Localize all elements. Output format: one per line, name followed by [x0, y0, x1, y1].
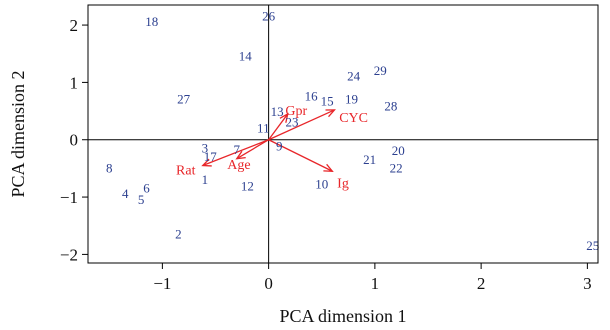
arrowhead [325, 109, 336, 118]
observation-label: 23 [286, 115, 299, 130]
observation-label: 18 [145, 14, 158, 29]
y-axis-ticks: −2 −1 0 1 2 [60, 16, 88, 264]
variable-arrow-ig [268, 139, 333, 172]
y-tick-label: 0 [70, 131, 79, 150]
variable-label-rat: Rat [176, 164, 196, 179]
observation-label: 4 [122, 186, 129, 201]
observation-label: 6 [143, 180, 150, 195]
x-tick-label: −1 [153, 274, 171, 293]
observation-label: 14 [239, 49, 253, 64]
plot-frame [87, 4, 599, 264]
observation-label: 17 [204, 149, 218, 164]
observation-label: 16 [305, 89, 319, 104]
observation-label: 26 [262, 8, 276, 23]
variable-arrow-cyc [268, 109, 335, 141]
observation-label: 24 [347, 69, 361, 84]
x-tick-label: 3 [583, 274, 592, 293]
variable-arrow-rat [202, 139, 269, 167]
observation-label: 9 [276, 139, 283, 154]
observation-label: 5 [138, 192, 145, 207]
x-tick-label: 0 [264, 274, 273, 293]
observation-label: 7 [234, 142, 241, 157]
observation-label: 28 [384, 98, 397, 113]
observation-label: 25 [586, 238, 599, 253]
observation-label: 13 [271, 104, 284, 119]
observation-label: 29 [374, 63, 387, 78]
arrowhead [323, 163, 334, 172]
x-axis-title: PCA dimension 1 [279, 306, 406, 326]
y-axis-title: PCA dimension 2 [8, 70, 28, 197]
observation-label: 11 [257, 120, 270, 135]
variable-label-ig: Ig [337, 177, 349, 192]
y-tick-label: 2 [70, 16, 79, 35]
observation-label: 19 [345, 92, 358, 107]
y-tick-label: −2 [60, 245, 78, 264]
x-axis-ticks: −1 0 1 2 3 [153, 263, 592, 293]
observation-label: 15 [321, 93, 334, 108]
observation-label: 1 [202, 172, 209, 187]
variable-label-cyc: CYC [339, 111, 368, 126]
arrowhead [235, 150, 246, 160]
observation-label: 3 [202, 140, 209, 155]
variable-arrow-gpr [268, 113, 289, 141]
observation-label: 8 [106, 160, 113, 175]
y-tick-label: 1 [70, 73, 79, 92]
arrowhead [201, 158, 212, 167]
observation-label: 22 [390, 160, 403, 175]
arrowhead [279, 112, 289, 123]
observation-label: 10 [315, 176, 328, 191]
zero-lines [88, 5, 598, 263]
observation-label: 2 [175, 226, 182, 241]
variable-label-gpr: Gpr [285, 104, 307, 119]
observation-label: 21 [363, 152, 376, 167]
variable-arrow-age [236, 139, 269, 160]
observation-label: 12 [241, 179, 254, 194]
x-tick-label: 2 [477, 274, 486, 293]
observation-label: 27 [177, 92, 191, 107]
variable-labels: Gpr CYC Ig Age Rat [176, 104, 368, 192]
y-tick-label: −1 [60, 188, 78, 207]
variable-arrows [201, 109, 336, 172]
observation-label: 20 [392, 143, 405, 158]
x-tick-label: 1 [371, 274, 380, 293]
variable-label-age: Age [227, 158, 250, 173]
